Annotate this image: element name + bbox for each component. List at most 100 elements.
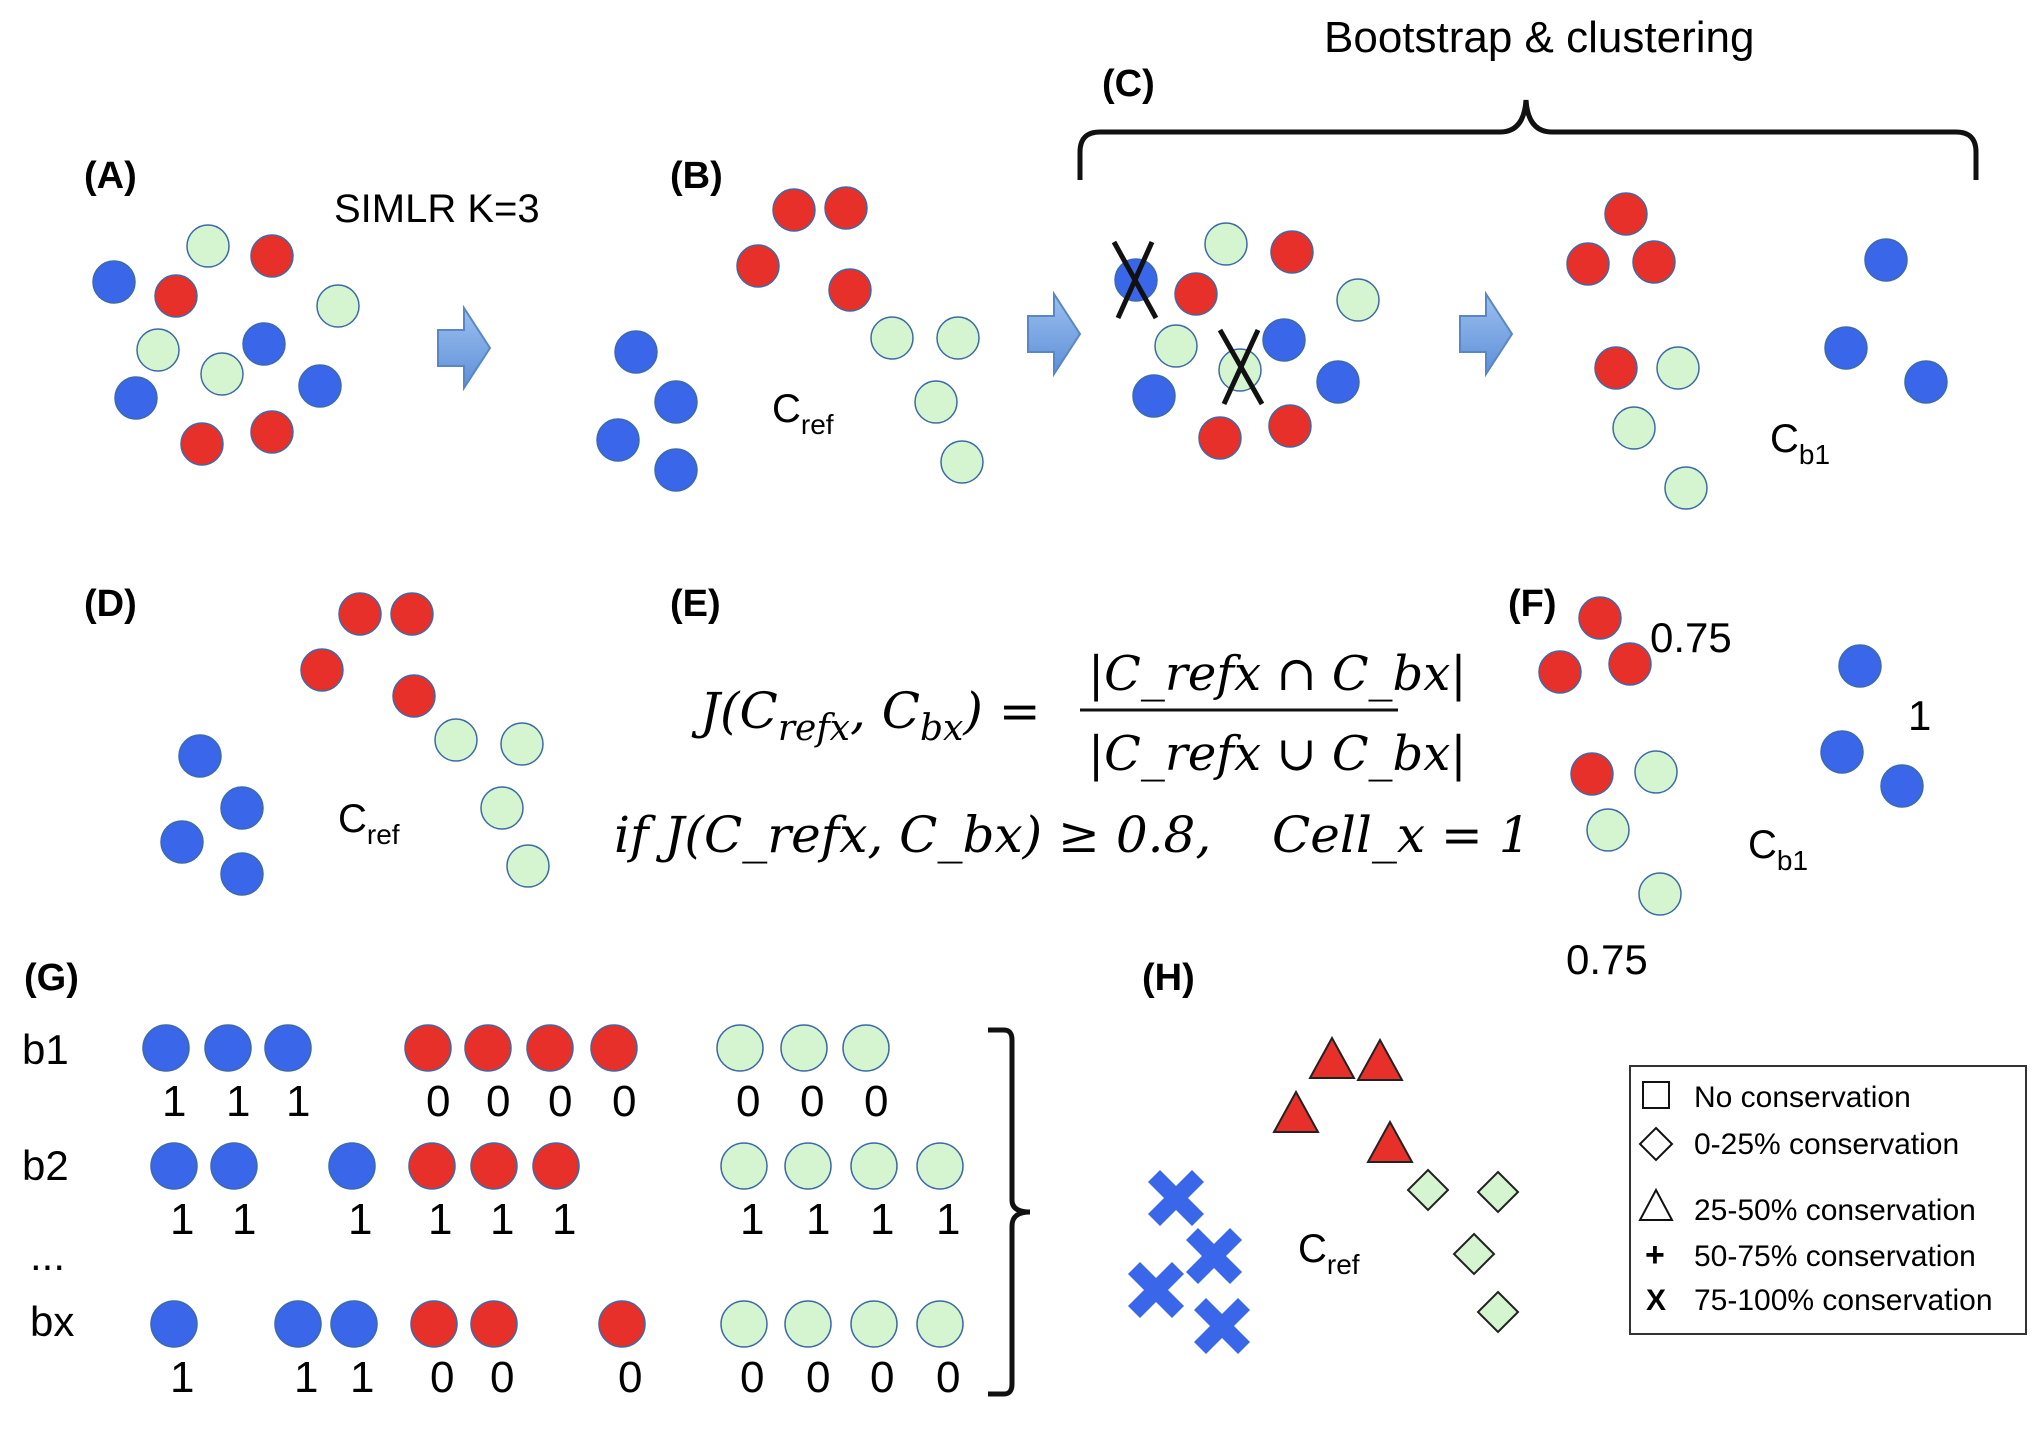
- green-cell: [716, 1024, 764, 1072]
- green-cell: [500, 722, 544, 766]
- formula-result: Cell_x = 1: [1272, 806, 1531, 864]
- cluster-label-cref-b: Cref: [772, 387, 834, 440]
- blue-cell: [1864, 238, 1908, 282]
- blue-cell: [160, 820, 204, 864]
- blue-cell: [220, 786, 264, 830]
- red-cell: [772, 188, 816, 232]
- red-cell: [598, 1300, 646, 1348]
- cluster-label-cb1-c: Cb1: [1770, 417, 1830, 470]
- conservation-value: 0: [870, 1353, 894, 1402]
- legend-item-0: No conservation: [1694, 1081, 1911, 1114]
- red-cell: [250, 410, 294, 454]
- panel-label-e: (E): [670, 583, 721, 625]
- blue-cell: [1316, 360, 1360, 404]
- conservation-value: 0: [618, 1353, 642, 1402]
- blue-cell: [142, 1024, 190, 1072]
- green-cell: [784, 1300, 832, 1348]
- right-arrow-icon: [1459, 293, 1513, 375]
- right-bracket-icon: [988, 1027, 1031, 1397]
- formula-condition: if J(C_refx, C_bx) ≥ 0.8,: [614, 806, 1211, 864]
- red-cell: [390, 592, 434, 636]
- green-cell: [316, 284, 360, 328]
- blue-cell: [654, 448, 698, 492]
- red-cell: [736, 244, 780, 288]
- red-cell: [1198, 416, 1242, 460]
- green-cell: [850, 1142, 898, 1190]
- blue-cell: [1820, 730, 1864, 774]
- panel-c-bootstrap-clusters: [1566, 192, 1948, 510]
- blue-cell: [596, 418, 640, 462]
- blue-cell: [264, 1024, 312, 1072]
- green-cell: [916, 1300, 964, 1348]
- x-marker: [1193, 1297, 1251, 1355]
- cluster-label-cb1-f: Cb1: [1748, 823, 1808, 876]
- conservation-value: 1: [490, 1195, 514, 1244]
- conservation-value: 0: [426, 1077, 450, 1126]
- green-cell: [936, 316, 980, 360]
- red-cell: [338, 592, 382, 636]
- triangle-marker: [1272, 1089, 1320, 1133]
- blue-cell: [274, 1300, 322, 1348]
- blue-cell: [328, 1142, 376, 1190]
- red-cell: [1538, 650, 1582, 694]
- conservation-value: 1: [936, 1195, 960, 1244]
- green-cell: [480, 786, 524, 830]
- red-cell: [470, 1300, 518, 1348]
- conservation-value: 1: [170, 1195, 194, 1244]
- panel-label-f: (F): [1508, 583, 1557, 625]
- blue-cell: [204, 1024, 252, 1072]
- panel-label-d: (D): [84, 583, 137, 625]
- red-cell: [1608, 642, 1652, 686]
- green-cell: [780, 1024, 828, 1072]
- formula-denominator: |C_refx ∪ C_bx|: [1088, 726, 1467, 782]
- curly-brace-icon: [1077, 99, 1979, 180]
- conservation-value: 0: [486, 1077, 510, 1126]
- green-cell: [916, 1142, 964, 1190]
- red-cell: [392, 674, 436, 718]
- legend-item-2: 25-50% conservation: [1694, 1194, 1976, 1227]
- conservation-value: 0: [740, 1353, 764, 1402]
- red-cell: [300, 648, 344, 692]
- red-cell: [410, 1300, 458, 1348]
- blue-cell: [1904, 360, 1948, 404]
- conservation-value: 1: [170, 1353, 194, 1402]
- panel-d-cells: [160, 592, 550, 896]
- jaccard-formula: J(Crefx, Cbx) = |C_refx ∩ C_bx| |C_refx …: [614, 646, 1531, 864]
- green-cell: [1336, 278, 1380, 322]
- green-cell: [720, 1142, 768, 1190]
- red-cell: [532, 1142, 580, 1190]
- blue-cell: [150, 1142, 198, 1190]
- blue-cell: [654, 380, 698, 424]
- green-cell: [842, 1024, 890, 1072]
- green-cell: [1204, 222, 1248, 266]
- red-cell: [1578, 596, 1622, 640]
- legend-item-1: 0-25% conservation: [1694, 1128, 1959, 1161]
- blue-cell: [150, 1300, 198, 1348]
- red-cell: [250, 234, 294, 278]
- green-cell: [1634, 750, 1678, 794]
- red-cell: [590, 1024, 638, 1072]
- diamond-icon: [1638, 1126, 1674, 1162]
- panel-label-b: (B): [670, 155, 723, 197]
- triangle-icon: [1638, 1187, 1674, 1221]
- green-cell: [1154, 324, 1198, 368]
- cluster-label-cref-h: Cref: [1298, 1227, 1360, 1280]
- green-cell: [200, 352, 244, 396]
- blue-cell: [114, 376, 158, 420]
- conservation-value: 1: [806, 1195, 830, 1244]
- red-cell: [408, 1142, 456, 1190]
- diamond-marker: [1452, 1232, 1496, 1276]
- conservation-value: 1: [162, 1077, 186, 1126]
- red-cell: [180, 422, 224, 466]
- panel-b-cells: [596, 186, 984, 492]
- conservation-value: 1: [286, 1077, 310, 1126]
- triangle-marker: [1356, 1037, 1404, 1081]
- blue-cell: [1824, 326, 1868, 370]
- red-cell: [1268, 404, 1312, 448]
- red-cell: [154, 274, 198, 318]
- red-cell: [824, 186, 868, 230]
- blue-cell: [614, 330, 658, 374]
- green-cell: [720, 1300, 768, 1348]
- red-cell: [1270, 230, 1314, 274]
- panel-f-cells: [1538, 596, 1924, 916]
